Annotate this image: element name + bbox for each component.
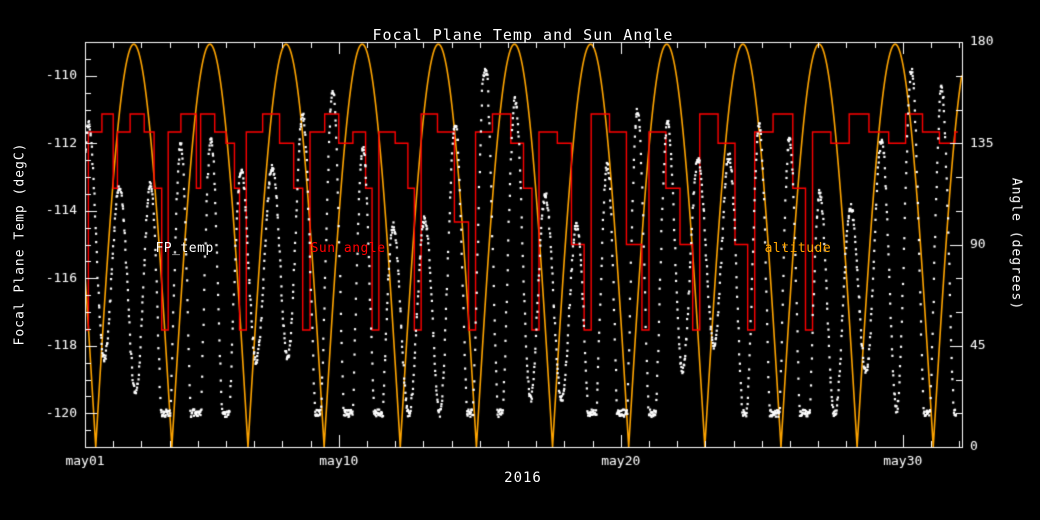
chart-title: Focal Plane Temp and Sun Angle (372, 26, 674, 44)
y-axis-label-right: Angle (degrees) (1008, 177, 1024, 311)
series-label-fp-temp: FP_temp (155, 240, 214, 256)
y-axis-label-left: Focal Plane Temp (degC) (12, 142, 28, 346)
series-label-sun-angle: Sun angle (310, 240, 386, 256)
x-axis-label: 2016 (504, 470, 542, 486)
series-label-altitude: altitude (764, 240, 832, 256)
